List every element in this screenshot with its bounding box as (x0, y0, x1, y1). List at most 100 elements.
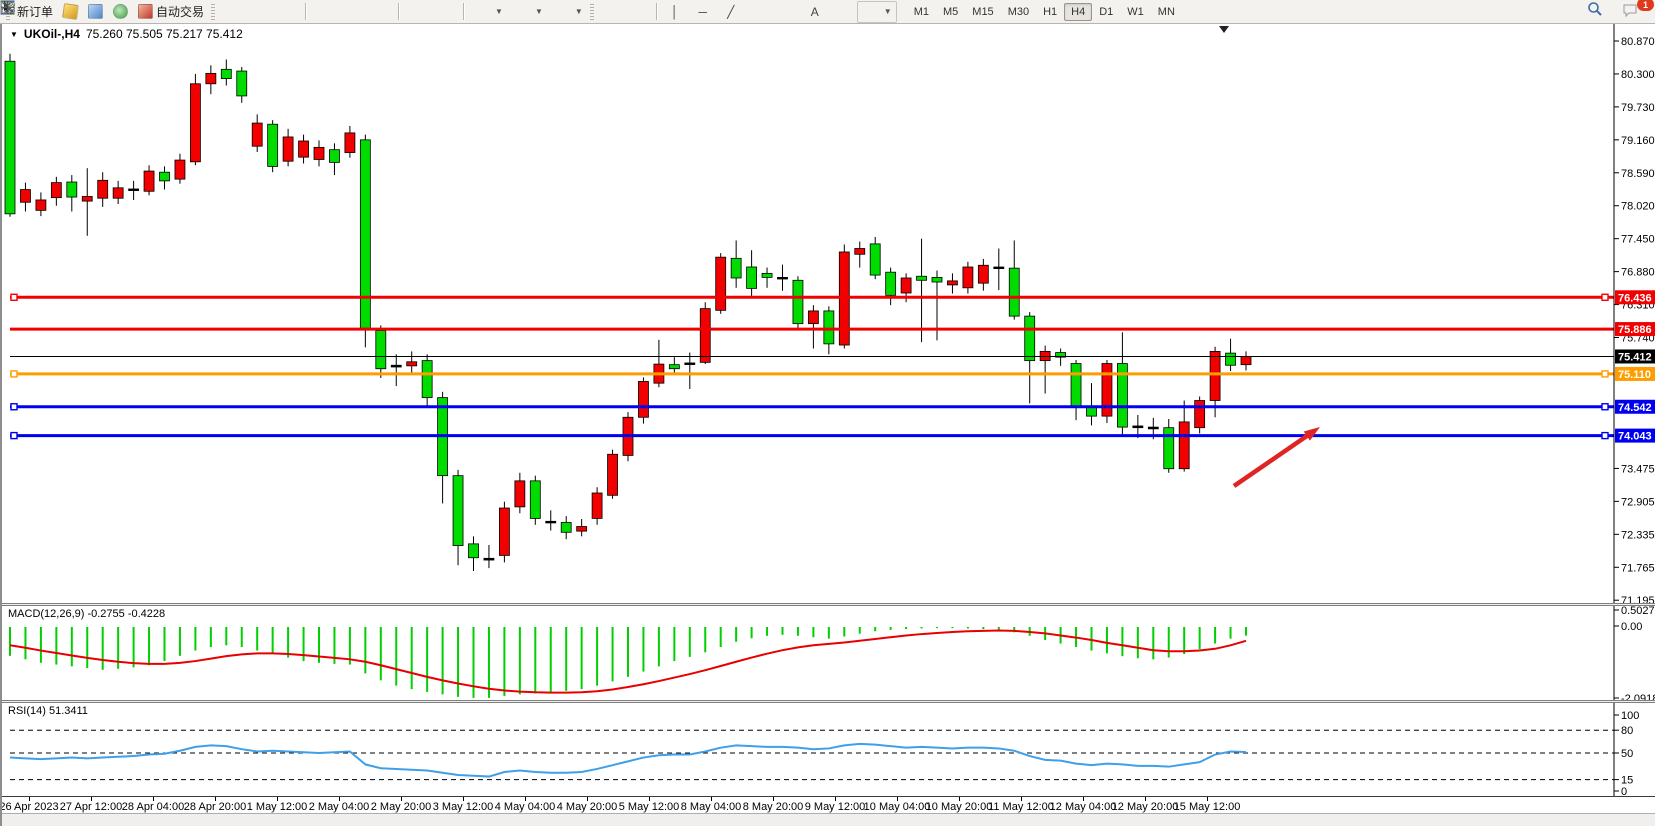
trendline-icon: ╱ (727, 4, 735, 19)
time-tick (463, 797, 464, 801)
chevron-down-icon: ▼ (534, 7, 543, 16)
time-label: 11 May 12:00 (988, 801, 1054, 813)
macd-axis-label: -2.0918 (1621, 693, 1655, 700)
zoom-out-button[interactable] (0, 0, 366, 23)
auto-trading-button[interactable]: 自动交易 (133, 1, 209, 23)
periods-button[interactable]: ▼ (0, 0, 548, 23)
tile-windows-button[interactable] (0, 0, 394, 23)
line-chart-mode-button[interactable] (0, 1, 301, 23)
timeframe-button-m15[interactable]: M15 (972, 5, 994, 18)
time-tick (525, 797, 526, 801)
panel-separator[interactable] (2, 700, 1655, 703)
price-tick-label: 71.765 (1621, 562, 1655, 574)
price-badge (1615, 322, 1655, 337)
timeframe-button-h4[interactable]: H4 (1064, 2, 1093, 21)
search-button[interactable] (1587, 1, 1615, 23)
hline-anchor (1601, 293, 1609, 301)
zoom-out-icon (0, 0, 361, 21)
cursor-tool-button[interactable] (4, 1, 624, 23)
chart-shift-icon (1, 2, 454, 21)
zoom-in-button[interactable] (0, 0, 338, 23)
timeframe-button-m1[interactable]: M1 (913, 5, 929, 18)
price-tick-label: 80.870 (1621, 36, 1655, 48)
vertical-line-tool-button[interactable]: │ (661, 1, 689, 23)
time-label: 15 May 12:00 (1173, 801, 1241, 813)
macd-panel[interactable]: MACD(12,26,9) -0.2755 -0.4228 0.5027 0.00… (2, 606, 1655, 700)
chat-button[interactable]: 1 (1621, 0, 1654, 23)
signals-button[interactable] (108, 1, 133, 23)
timeframe-button-w1[interactable]: W1 (1127, 5, 1144, 18)
fibonacci-tool-button[interactable]: F (1, 1, 801, 23)
time-tick (959, 797, 960, 801)
time-label: 12 May 20:00 (1111, 801, 1179, 813)
timeframe-button-m5[interactable]: M5 (943, 5, 959, 18)
rsi-line (9, 742, 1247, 778)
new-order-button[interactable]: 新订单 (12, 1, 58, 23)
bar-chart-icon (1, 2, 240, 21)
shapes-tool-button[interactable]: ▼ (2, 0, 897, 23)
main-chart-panel[interactable]: ▼ UKOil-,H4 75.260 75.505 75.217 75.412 … (2, 24, 1655, 603)
text-icon: A (810, 4, 819, 19)
time-label: 8 May 20:00 (742, 801, 804, 813)
templates-button[interactable]: ▼ (0, 1, 588, 23)
text-tool-button[interactable]: A (801, 1, 829, 23)
chevron-down-icon: ▼ (574, 7, 583, 16)
time-tick (91, 797, 92, 801)
timeframe-button-mn[interactable]: MN (1157, 5, 1175, 18)
price-tick-label: 79.160 (1621, 135, 1655, 147)
auto-scroll-button[interactable] (1, 1, 431, 23)
time-tick (153, 797, 154, 801)
macd-chart[interactable]: 0.5027 0.00 -2.0918 (2, 606, 1655, 700)
rsi-panel[interactable]: RSI(14) 51.3411 100 80 50 15 0 (2, 703, 1655, 796)
vertical-line-icon: │ (671, 4, 679, 19)
toolbar: 新订单 自动交易 (0, 0, 1655, 24)
candlestick-mode-button[interactable] (1, 1, 273, 23)
profiles-button[interactable] (83, 1, 108, 23)
time-axis[interactable]: 26 Apr 2023 27 Apr 12:00 28 Apr 04:00 28 Ap… (2, 796, 1655, 814)
time-label: 26 Apr 2023 (2, 801, 59, 813)
toolbar-separator (398, 3, 400, 20)
crosshair-icon (1, 1, 647, 21)
price-tick-label: 79.730 (1621, 102, 1655, 114)
time-tick (1021, 797, 1022, 801)
timeframe-button-m30[interactable]: M30 (1007, 5, 1030, 18)
toolbar-separator (305, 3, 307, 20)
new-order-label: 新订单 (17, 5, 54, 19)
expert-advisors-icon (138, 4, 154, 19)
hline-anchor (10, 293, 18, 301)
hline-anchor (10, 403, 18, 411)
chart-shift-button[interactable] (1, 1, 459, 23)
new-chart-button[interactable] (58, 1, 83, 23)
tile-windows-icon (0, 0, 389, 21)
price-badge (1615, 399, 1655, 414)
time-label: 10 May 20:00 (925, 801, 993, 813)
shift-marker-icon (1219, 26, 1229, 33)
horizontal-line-tool-button[interactable]: ─ (689, 1, 717, 23)
chart-ohlc-readout: 75.260 75.505 75.217 75.412 (85, 27, 243, 41)
macd-label: MACD(12,26,9) -0.2755 -0.4228 (8, 608, 166, 620)
channel-tool-button[interactable]: E (0, 1, 773, 23)
bar-chart-mode-button[interactable] (1, 1, 245, 23)
panel-separator[interactable] (2, 603, 1655, 606)
trendline-tool-button[interactable]: ╱ (717, 1, 745, 23)
text-label-icon: T (1, 2, 852, 21)
time-tick (215, 797, 216, 801)
cursor-icon (4, 1, 619, 21)
arrows-shape-icon (2, 2, 880, 21)
time-label: 5 May 12:00 (618, 801, 680, 813)
macd-axis-label: 0.5027 (1621, 606, 1655, 617)
toolbar-separator (463, 3, 465, 20)
candlestick-chart[interactable]: 80.870 80.300 79.730 79.160 78.590 78.020 77.4… (2, 24, 1655, 603)
timeframe-button-h1[interactable]: H1 (1043, 5, 1058, 18)
timeframe-button-d1[interactable]: D1 (1099, 5, 1114, 18)
time-label: 8 May 04:00 (680, 801, 742, 813)
crosshair-tool-button[interactable] (1, 1, 652, 23)
text-label-tool-button[interactable]: T (1, 1, 857, 23)
annotation-arrow[interactable] (1232, 431, 1312, 488)
time-label: 28 Apr 20:00 (183, 801, 247, 813)
rsi-chart[interactable]: 100 80 50 150 (2, 703, 1655, 796)
toolbar-separator (655, 3, 657, 20)
indicators-button[interactable]: ▼ (0, 1, 508, 23)
chat-unread-badge: 1 (1637, 0, 1654, 11)
